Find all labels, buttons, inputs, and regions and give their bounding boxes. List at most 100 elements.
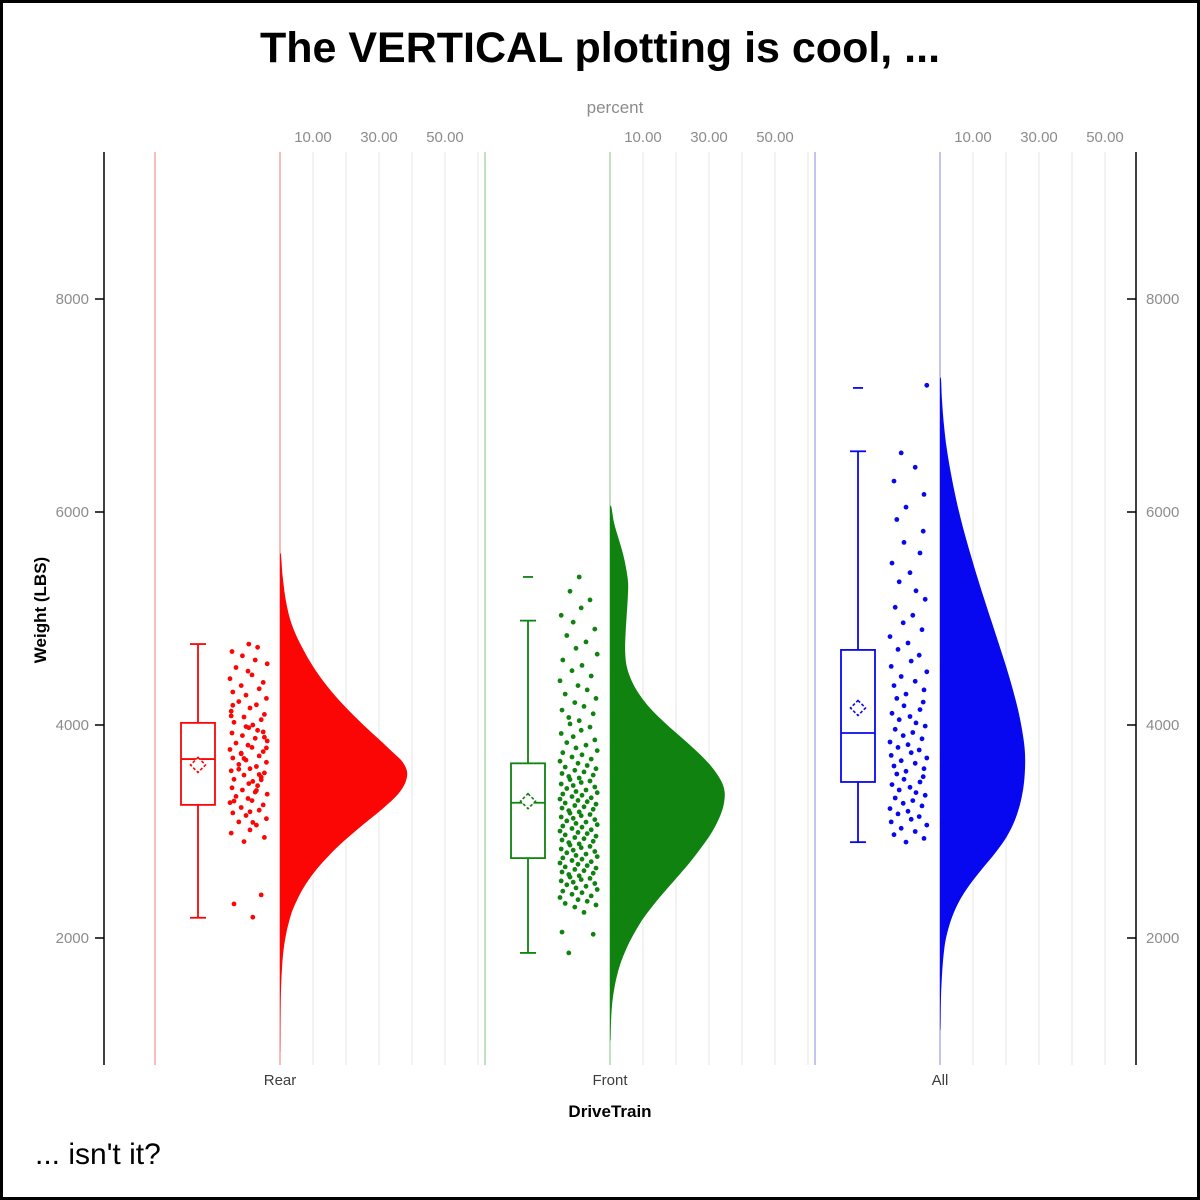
data-point-all — [919, 736, 925, 742]
percent-tick-label: 10.00 — [954, 129, 992, 146]
data-point-rear — [254, 788, 259, 793]
data-point-all — [907, 570, 913, 576]
data-point-all — [924, 755, 930, 761]
data-point-rear — [249, 672, 255, 678]
data-point-front — [560, 823, 566, 829]
data-point-rear — [240, 787, 245, 793]
mean-diamond-all — [849, 699, 867, 717]
data-point-front — [588, 756, 594, 762]
data-point-front — [564, 740, 570, 745]
data-point-rear — [238, 750, 244, 756]
data-point-front — [564, 633, 570, 638]
data-point-front — [581, 704, 587, 709]
data-point-front — [583, 639, 589, 645]
half-violin-front — [610, 505, 725, 1041]
data-point-front — [592, 849, 598, 854]
data-point-front — [592, 737, 598, 743]
data-point-front — [575, 798, 581, 803]
data-point-all — [892, 604, 898, 610]
data-point-all — [888, 753, 894, 758]
data-point-front — [560, 657, 566, 663]
percent-tick-label: 30.00 — [1020, 129, 1058, 146]
data-point-rear — [256, 772, 262, 777]
data-point-all — [888, 819, 894, 825]
data-point-rear — [233, 665, 239, 670]
y-tick-label-left: 4000 — [56, 717, 89, 734]
data-point-front — [590, 806, 596, 812]
data-point-all — [903, 839, 909, 845]
data-point-front — [569, 794, 575, 799]
data-point-front — [579, 663, 585, 668]
data-point-all — [924, 822, 930, 828]
data-point-rear — [258, 777, 264, 783]
data-point-rear — [260, 749, 266, 754]
data-point-all — [912, 678, 918, 684]
data-point-rear — [247, 809, 253, 815]
mean-diamond-front — [519, 792, 537, 810]
data-point-front — [558, 731, 564, 736]
data-point-front — [578, 813, 584, 819]
data-point-rear — [247, 705, 253, 711]
y-tick-label-left: 8000 — [56, 291, 89, 308]
data-point-front — [581, 868, 587, 874]
data-point-all — [924, 669, 930, 675]
data-point-rear — [264, 661, 270, 667]
data-point-rear — [264, 791, 270, 797]
data-point-rear — [243, 724, 249, 729]
data-point-rear — [243, 692, 249, 698]
data-point-rear — [255, 783, 260, 789]
data-point-all — [900, 620, 906, 626]
data-point-front — [562, 764, 568, 770]
data-point-rear — [227, 747, 233, 752]
data-point-all — [922, 596, 928, 602]
data-point-front — [559, 869, 565, 875]
data-point-all — [895, 647, 901, 652]
data-point-rear — [256, 753, 262, 759]
data-point-front — [578, 780, 584, 785]
data-point-front — [576, 718, 582, 724]
data-point-front — [578, 727, 584, 733]
data-point-front — [590, 772, 596, 778]
percent-tick-label: 30.00 — [690, 129, 728, 146]
data-point-front — [594, 651, 600, 657]
data-point-front — [573, 853, 579, 858]
data-point-front — [559, 929, 565, 935]
data-point-front — [566, 872, 572, 877]
data-point-all — [901, 703, 907, 709]
data-point-rear — [228, 708, 234, 714]
data-point-front — [592, 817, 598, 822]
data-point-rear — [236, 699, 242, 704]
data-point-front — [573, 645, 579, 651]
data-point-rear — [236, 766, 242, 772]
data-point-front — [566, 774, 572, 779]
percent-tick-label: 50.00 — [426, 129, 464, 146]
data-point-front — [587, 876, 593, 881]
category-label-rear: Rear — [264, 1072, 297, 1089]
data-point-front — [584, 763, 590, 768]
data-point-rear — [231, 776, 237, 782]
data-point-front — [557, 758, 563, 764]
data-point-front — [567, 721, 573, 727]
percent-tick-label: 50.00 — [756, 129, 794, 146]
data-point-front — [566, 715, 572, 720]
data-point-all — [905, 808, 911, 814]
data-point-front — [558, 878, 564, 884]
data-point-all — [905, 742, 911, 748]
half-violin-all — [940, 377, 1026, 1031]
data-point-rear — [250, 914, 256, 920]
data-point-rear — [227, 800, 233, 806]
data-point-front — [588, 673, 594, 679]
data-point-rear — [249, 745, 255, 750]
data-point-front — [570, 815, 576, 821]
data-point-front — [593, 833, 599, 839]
data-point-front — [584, 831, 590, 836]
data-point-front — [560, 750, 566, 756]
data-point-front — [570, 734, 576, 740]
data-point-front — [560, 888, 566, 894]
data-point-front — [562, 691, 568, 697]
data-point-front — [559, 805, 565, 811]
data-point-all — [917, 779, 923, 785]
data-point-front — [572, 835, 578, 840]
data-point-front — [590, 931, 596, 937]
data-point-all — [913, 588, 919, 594]
